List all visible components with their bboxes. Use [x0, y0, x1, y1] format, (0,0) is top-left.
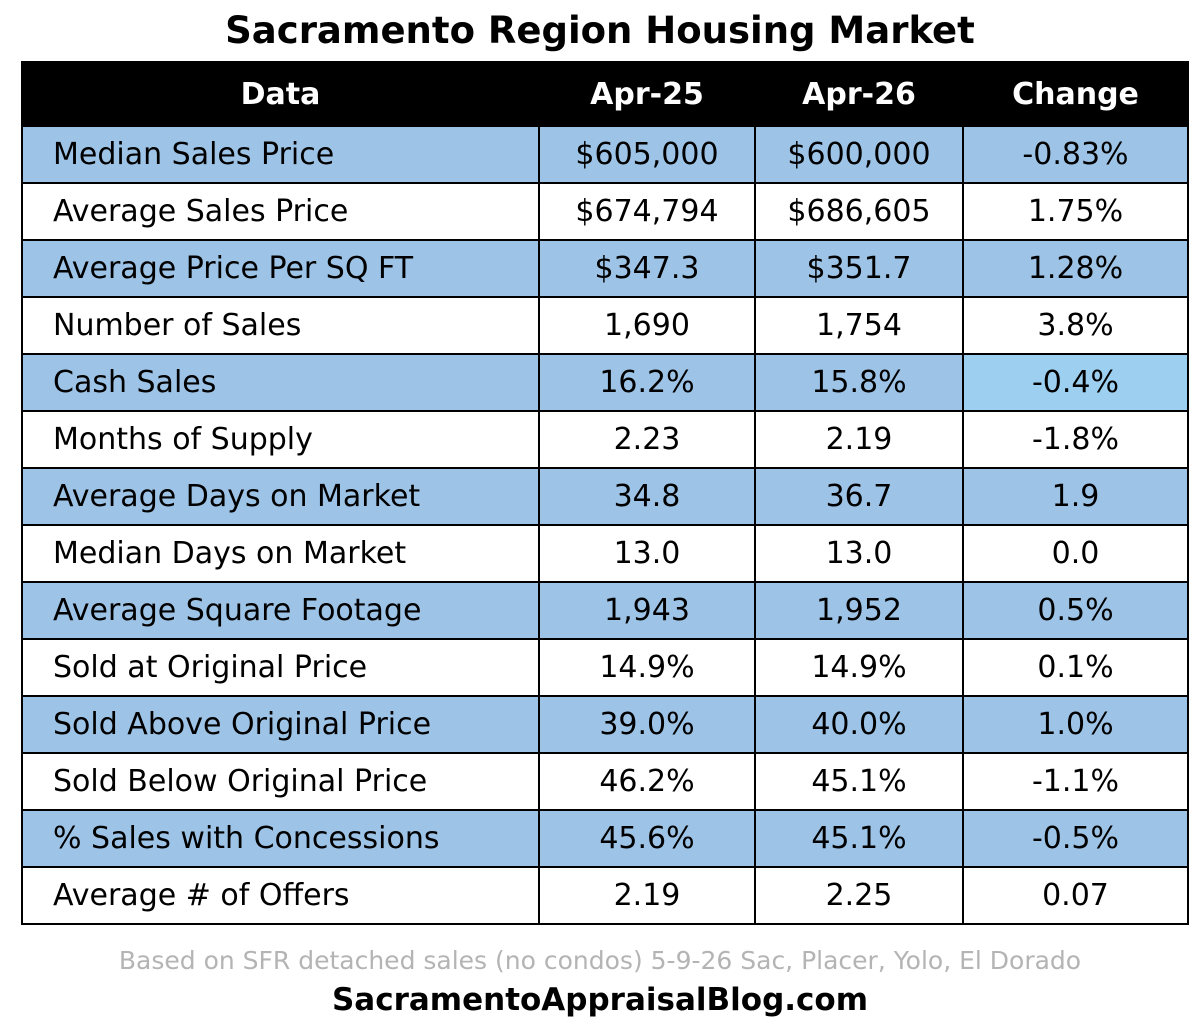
value-apr-26: 45.1%	[754, 809, 964, 868]
table-row-cash-sales: Cash Sales 16.2% 15.8% -0.4%	[21, 353, 1189, 412]
column-header-change: Change	[962, 61, 1189, 127]
table-row-median-sales-price: Median Sales Price $605,000 $600,000 -0.…	[21, 125, 1189, 184]
table-row-average-number-of-offers: Average # of Offers 2.19 2.25 0.07	[21, 866, 1189, 925]
row-label: % Sales with Concessions	[21, 809, 540, 868]
column-header-apr-25: Apr-25	[538, 61, 756, 127]
value-apr-25: 34.8	[538, 467, 756, 526]
value-apr-25: $347.3	[538, 239, 756, 298]
column-header-apr-26: Apr-26	[754, 61, 964, 127]
value-apr-26: 40.0%	[754, 695, 964, 754]
value-change: 3.8%	[962, 296, 1189, 355]
value-apr-26: 36.7	[754, 467, 964, 526]
value-change: 0.07	[962, 866, 1189, 925]
value-apr-25: 1,690	[538, 296, 756, 355]
row-label: Sold Above Original Price	[21, 695, 540, 754]
row-label: Average Days on Market	[21, 467, 540, 526]
value-apr-26: 2.19	[754, 410, 964, 469]
value-change: 0.0	[962, 524, 1189, 583]
table-header-row: Data Apr-25 Apr-26 Change	[21, 61, 1189, 127]
value-apr-26: 13.0	[754, 524, 964, 583]
value-change: -0.83%	[962, 125, 1189, 184]
value-apr-25: 2.23	[538, 410, 756, 469]
table-row-months-of-supply: Months of Supply 2.23 2.19 -1.8%	[21, 410, 1189, 469]
chart-title: Sacramento Region Housing Market	[225, 9, 975, 52]
value-apr-25: 14.9%	[538, 638, 756, 697]
value-change: 1.28%	[962, 239, 1189, 298]
table-row-average-sales-price: Average Sales Price $674,794 $686,605 1.…	[21, 182, 1189, 241]
value-apr-25: 46.2%	[538, 752, 756, 811]
value-change: -0.5%	[962, 809, 1189, 868]
row-label: Median Days on Market	[21, 524, 540, 583]
column-header-data: Data	[21, 61, 540, 127]
value-apr-25: 2.19	[538, 866, 756, 925]
value-change: 1.9	[962, 467, 1189, 526]
value-apr-26: $686,605	[754, 182, 964, 241]
value-change: 0.1%	[962, 638, 1189, 697]
value-apr-26: $600,000	[754, 125, 964, 184]
value-change: -0.4%	[962, 353, 1189, 412]
value-apr-25: 13.0	[538, 524, 756, 583]
value-apr-25: 39.0%	[538, 695, 756, 754]
value-apr-25: $674,794	[538, 182, 756, 241]
row-label: Number of Sales	[21, 296, 540, 355]
table-row-average-square-footage: Average Square Footage 1,943 1,952 0.5%	[21, 581, 1189, 640]
table-row-sales-with-concessions: % Sales with Concessions 45.6% 45.1% -0.…	[21, 809, 1189, 868]
value-apr-25: 45.6%	[538, 809, 756, 868]
source-site: SacramentoAppraisalBlog.com	[331, 982, 869, 1018]
value-apr-25: $605,000	[538, 125, 756, 184]
row-label: Months of Supply	[21, 410, 540, 469]
value-change: -1.1%	[962, 752, 1189, 811]
value-apr-26: 2.25	[754, 866, 964, 925]
row-label: Sold Below Original Price	[21, 752, 540, 811]
row-label: Average Price Per SQ FT	[21, 239, 540, 298]
value-apr-26: $351.7	[754, 239, 964, 298]
value-change: 1.0%	[962, 695, 1189, 754]
table-row-median-days-on-market: Median Days on Market 13.0 13.0 0.0	[21, 524, 1189, 583]
table-row-sold-above-original-price: Sold Above Original Price 39.0% 40.0% 1.…	[21, 695, 1189, 754]
row-label: Average Square Footage	[21, 581, 540, 640]
table-row-number-of-sales: Number of Sales 1,690 1,754 3.8%	[21, 296, 1189, 355]
value-apr-25: 16.2%	[538, 353, 756, 412]
row-label: Median Sales Price	[21, 125, 540, 184]
value-change: 1.75%	[962, 182, 1189, 241]
table-row-sold-below-original-price: Sold Below Original Price 46.2% 45.1% -1…	[21, 752, 1189, 811]
value-apr-26: 1,952	[754, 581, 964, 640]
value-apr-26: 45.1%	[754, 752, 964, 811]
value-apr-25: 1,943	[538, 581, 756, 640]
housing-market-table: Data Apr-25 Apr-26 Change Median Sales P…	[21, 61, 1189, 925]
table-row-average-price-per-sq-ft: Average Price Per SQ FT $347.3 $351.7 1.…	[21, 239, 1189, 298]
value-change: 0.5%	[962, 581, 1189, 640]
value-apr-26: 1,754	[754, 296, 964, 355]
row-label: Average Sales Price	[21, 182, 540, 241]
value-apr-26: 14.9%	[754, 638, 964, 697]
table-row-average-days-on-market: Average Days on Market 34.8 36.7 1.9	[21, 467, 1189, 526]
footnote: Based on SFR detached sales (no condos) …	[118, 946, 1082, 975]
row-label: Average # of Offers	[21, 866, 540, 925]
table-row-sold-at-original-price: Sold at Original Price 14.9% 14.9% 0.1%	[21, 638, 1189, 697]
value-change: -1.8%	[962, 410, 1189, 469]
row-label: Sold at Original Price	[21, 638, 540, 697]
row-label: Cash Sales	[21, 353, 540, 412]
value-apr-26: 15.8%	[754, 353, 964, 412]
